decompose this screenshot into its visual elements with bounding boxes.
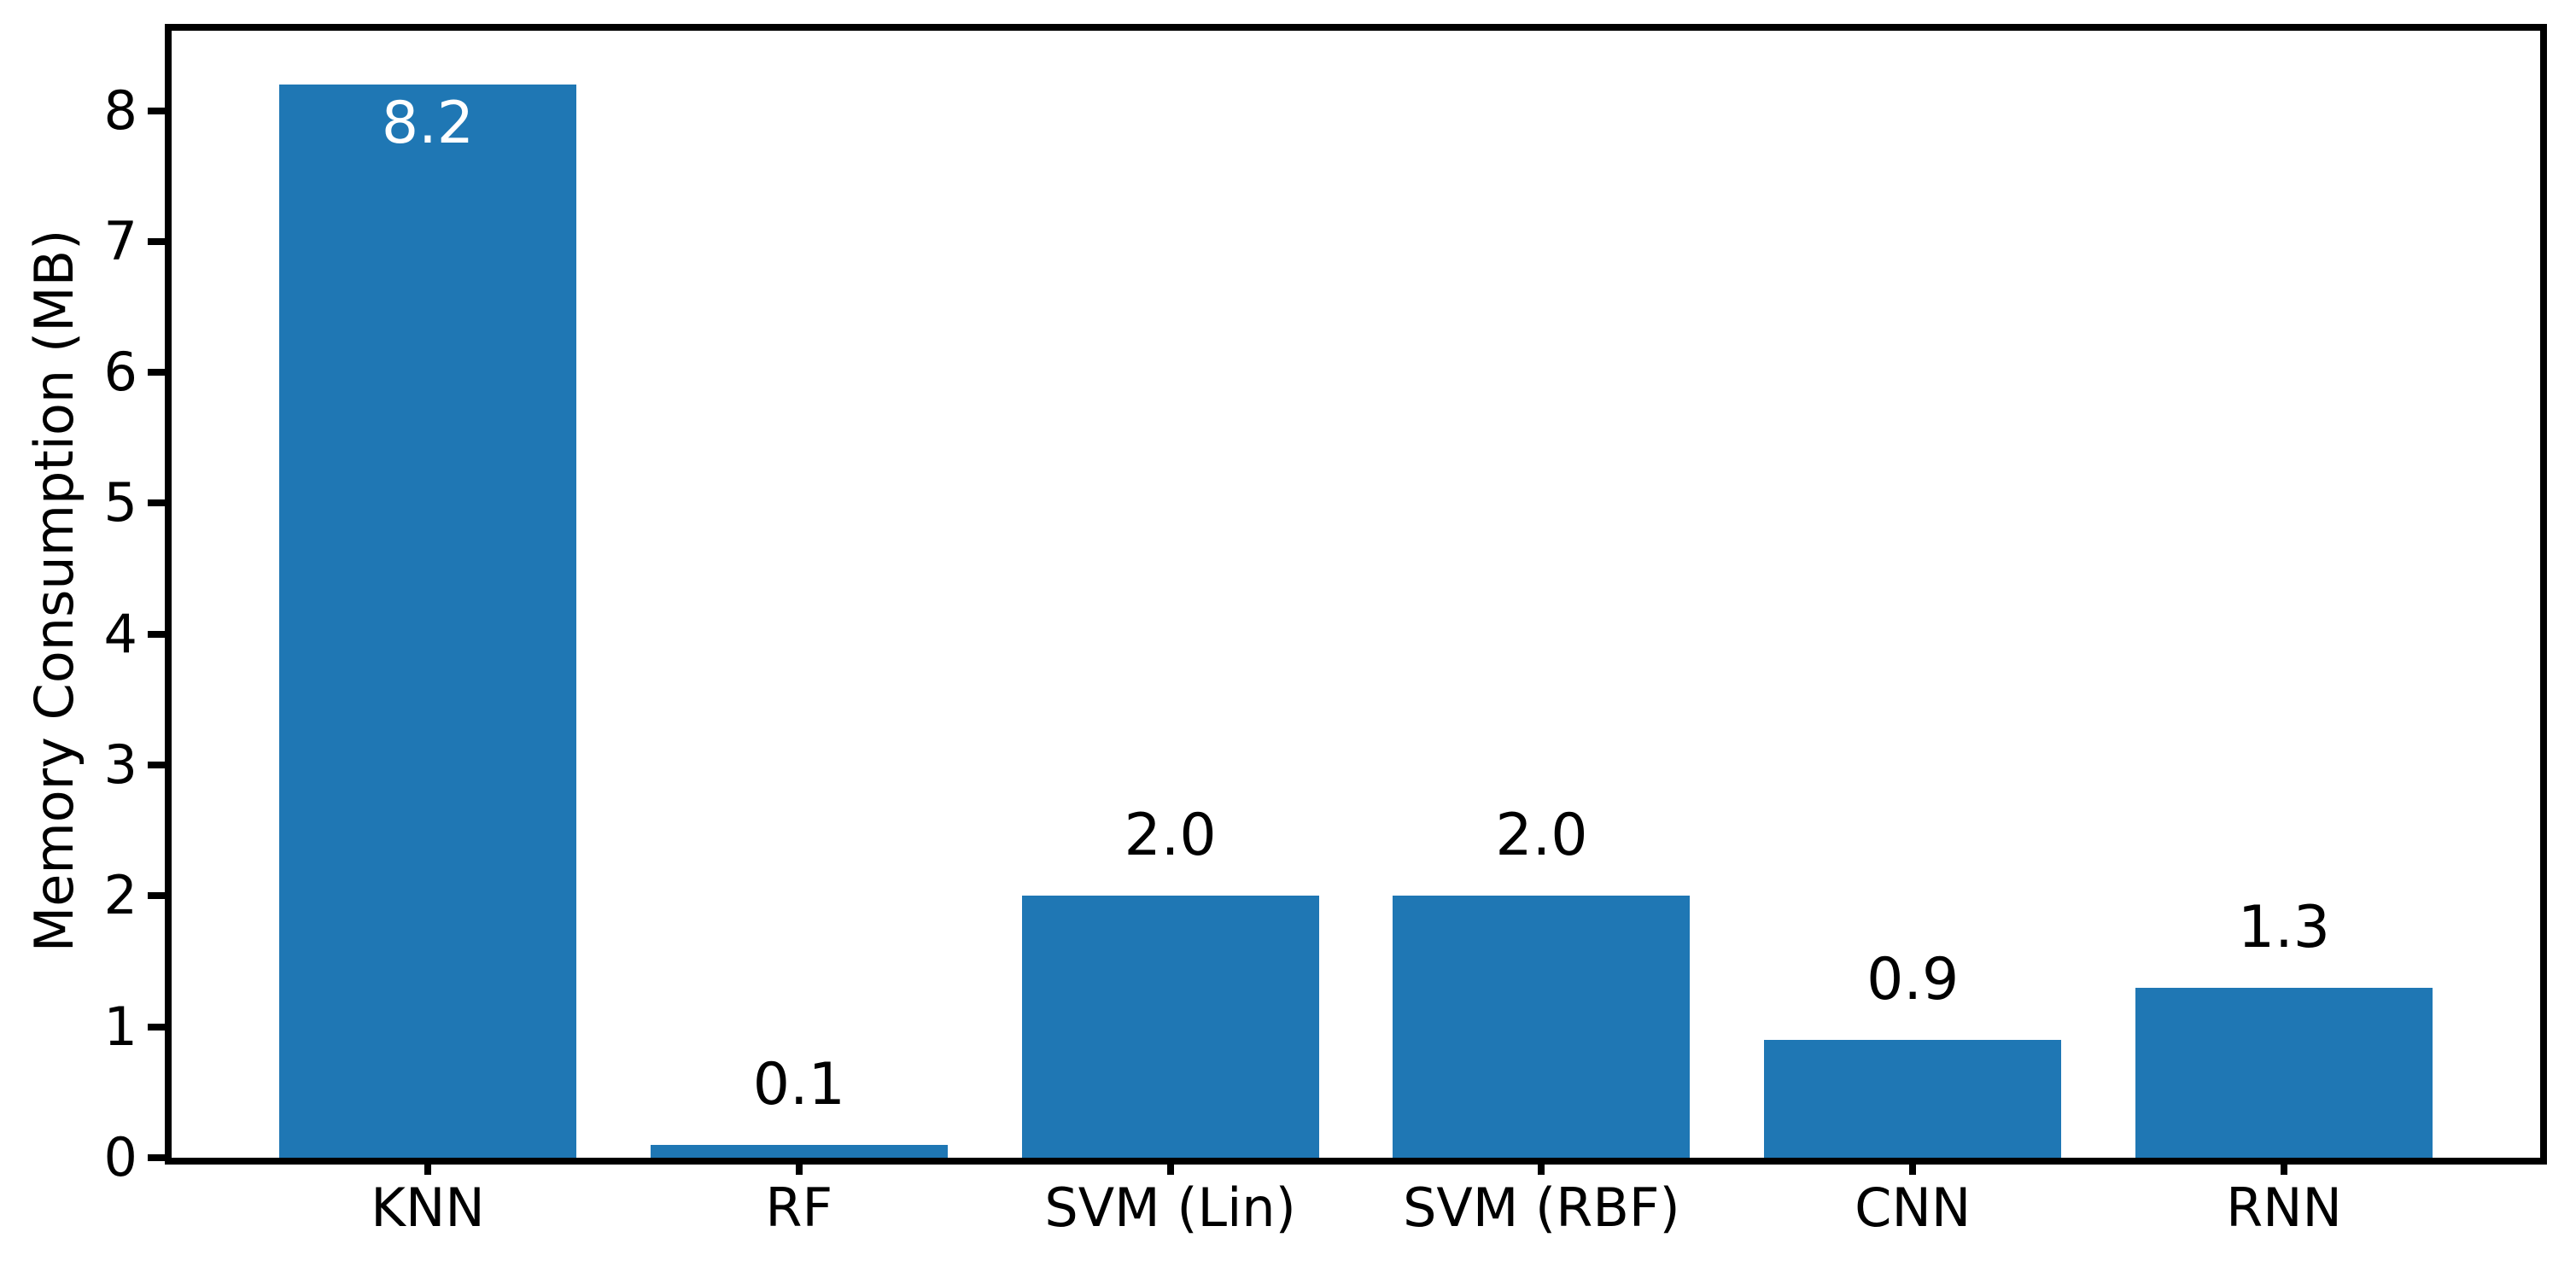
y-tick-label-1: 1 — [103, 995, 137, 1058]
y-tick-label-2: 2 — [103, 864, 137, 927]
bar-knn — [279, 84, 576, 1158]
x-tick-label-rf: RF — [765, 1176, 833, 1239]
y-axis-label: Memory Consumption (MB) — [23, 229, 85, 953]
x-tick-mark — [424, 1158, 431, 1175]
x-tick-mark — [1538, 1158, 1545, 1175]
x-tick-mark — [795, 1158, 803, 1175]
y-tick-mark — [148, 369, 165, 377]
x-tick-mark — [1166, 1158, 1174, 1175]
y-tick-mark — [148, 892, 165, 900]
y-tick-label-7: 7 — [103, 209, 137, 272]
bar-value-label-rf: 0.1 — [752, 1050, 845, 1118]
y-tick-label-5: 5 — [103, 471, 137, 534]
bar-rnn — [2135, 987, 2433, 1158]
bar-svm-lin — [1021, 896, 1319, 1158]
x-tick-mark — [1909, 1158, 1917, 1175]
y-tick-mark — [148, 762, 165, 769]
bar-value-label-knn: 8.2 — [381, 89, 475, 157]
y-tick-mark — [148, 630, 165, 638]
bar-cnn — [1764, 1040, 2062, 1158]
plot-area: 8.2 0.1 2.0 2.0 0.9 1.3 — [165, 24, 2547, 1165]
y-tick-mark — [148, 1023, 165, 1031]
bar-value-label-svm-lin: 2.0 — [1124, 802, 1217, 870]
y-tick-label-0: 0 — [103, 1126, 137, 1188]
x-tick-label-svm-lin: SVM (Lin) — [1044, 1176, 1296, 1239]
x-tick-label-svm-rbf: SVM (RBF) — [1403, 1176, 1680, 1239]
bar-value-label-rnn: 1.3 — [2237, 893, 2331, 961]
x-tick-label-knn: KNN — [371, 1176, 485, 1239]
y-tick-label-8: 8 — [103, 79, 137, 142]
bar-rf — [650, 1144, 948, 1158]
x-tick-mark — [2280, 1158, 2287, 1175]
y-tick-mark — [148, 237, 165, 245]
x-tick-label-cnn: CNN — [1855, 1176, 1971, 1239]
y-tick-mark — [148, 1154, 165, 1161]
bar-value-label-svm-rbf: 2.0 — [1495, 802, 1588, 870]
x-tick-label-rnn: RNN — [2226, 1176, 2342, 1239]
y-tick-mark — [148, 499, 165, 507]
bar-value-label-cnn: 0.9 — [1866, 946, 1960, 1014]
bar-svm-rbf — [1393, 896, 1691, 1158]
y-tick-label-4: 4 — [103, 602, 137, 665]
y-tick-label-6: 6 — [103, 341, 137, 404]
y-tick-label-3: 3 — [103, 733, 137, 797]
y-tick-mark — [148, 107, 165, 114]
